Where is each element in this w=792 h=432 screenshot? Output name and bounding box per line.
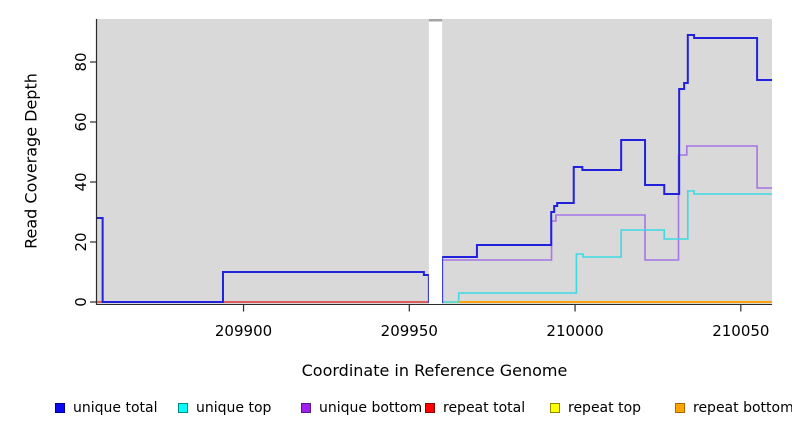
legend-label: unique bottom — [319, 400, 423, 416]
series-line-unique-bottom — [428, 145, 772, 303]
legend-item-repeat-top: repeat top — [550, 399, 641, 417]
x-tick-label: 210050 — [712, 322, 769, 340]
legend-item-repeat-total: repeat total — [425, 399, 525, 417]
x-tick-label: 209950 — [381, 322, 438, 340]
x-tick-label: 209900 — [215, 322, 272, 340]
legend-label: repeat top — [568, 400, 642, 416]
legend-swatch-unique-top — [178, 403, 188, 413]
x-axis-title: Coordinate in Reference Genome — [301, 361, 568, 380]
legend-item-unique-total: unique total — [55, 399, 157, 417]
legend-swatch-repeat-top — [550, 403, 560, 413]
legend-swatch-repeat-total — [425, 403, 435, 413]
legend: unique total unique top unique bottom repea… — [0, 399, 792, 417]
legend-swatch-unique-bottom — [301, 403, 311, 413]
series-line-unique-total — [97, 34, 772, 303]
y-tick-label: 20 — [72, 232, 90, 251]
y-tick-label: 0 — [72, 297, 90, 307]
legend-swatch-unique-total — [55, 403, 65, 413]
y-tick-label: 80 — [72, 52, 90, 71]
y-tick-label: 60 — [72, 112, 90, 131]
legend-item-repeat-bottom: repeat bottom — [675, 399, 792, 417]
legend-label: unique total — [73, 400, 158, 416]
legend-item-unique-top: unique top — [178, 399, 271, 417]
series-lines — [97, 34, 772, 303]
legend-swatch-repeat-bottom — [675, 403, 685, 413]
legend-label: repeat total — [443, 400, 526, 416]
coverage-gap-band — [428, 21, 443, 304]
series-line-unique-top — [428, 190, 772, 303]
coverage-gap-cap — [428, 19, 443, 22]
legend-label: unique top — [196, 400, 272, 416]
legend-item-unique-bottom: unique bottom — [301, 399, 422, 417]
x-tick-label: 210000 — [546, 322, 603, 340]
y-tick-label: 40 — [72, 172, 90, 191]
legend-label: repeat bottom — [693, 400, 792, 416]
y-axis-title: Read Coverage Depth — [21, 73, 41, 249]
